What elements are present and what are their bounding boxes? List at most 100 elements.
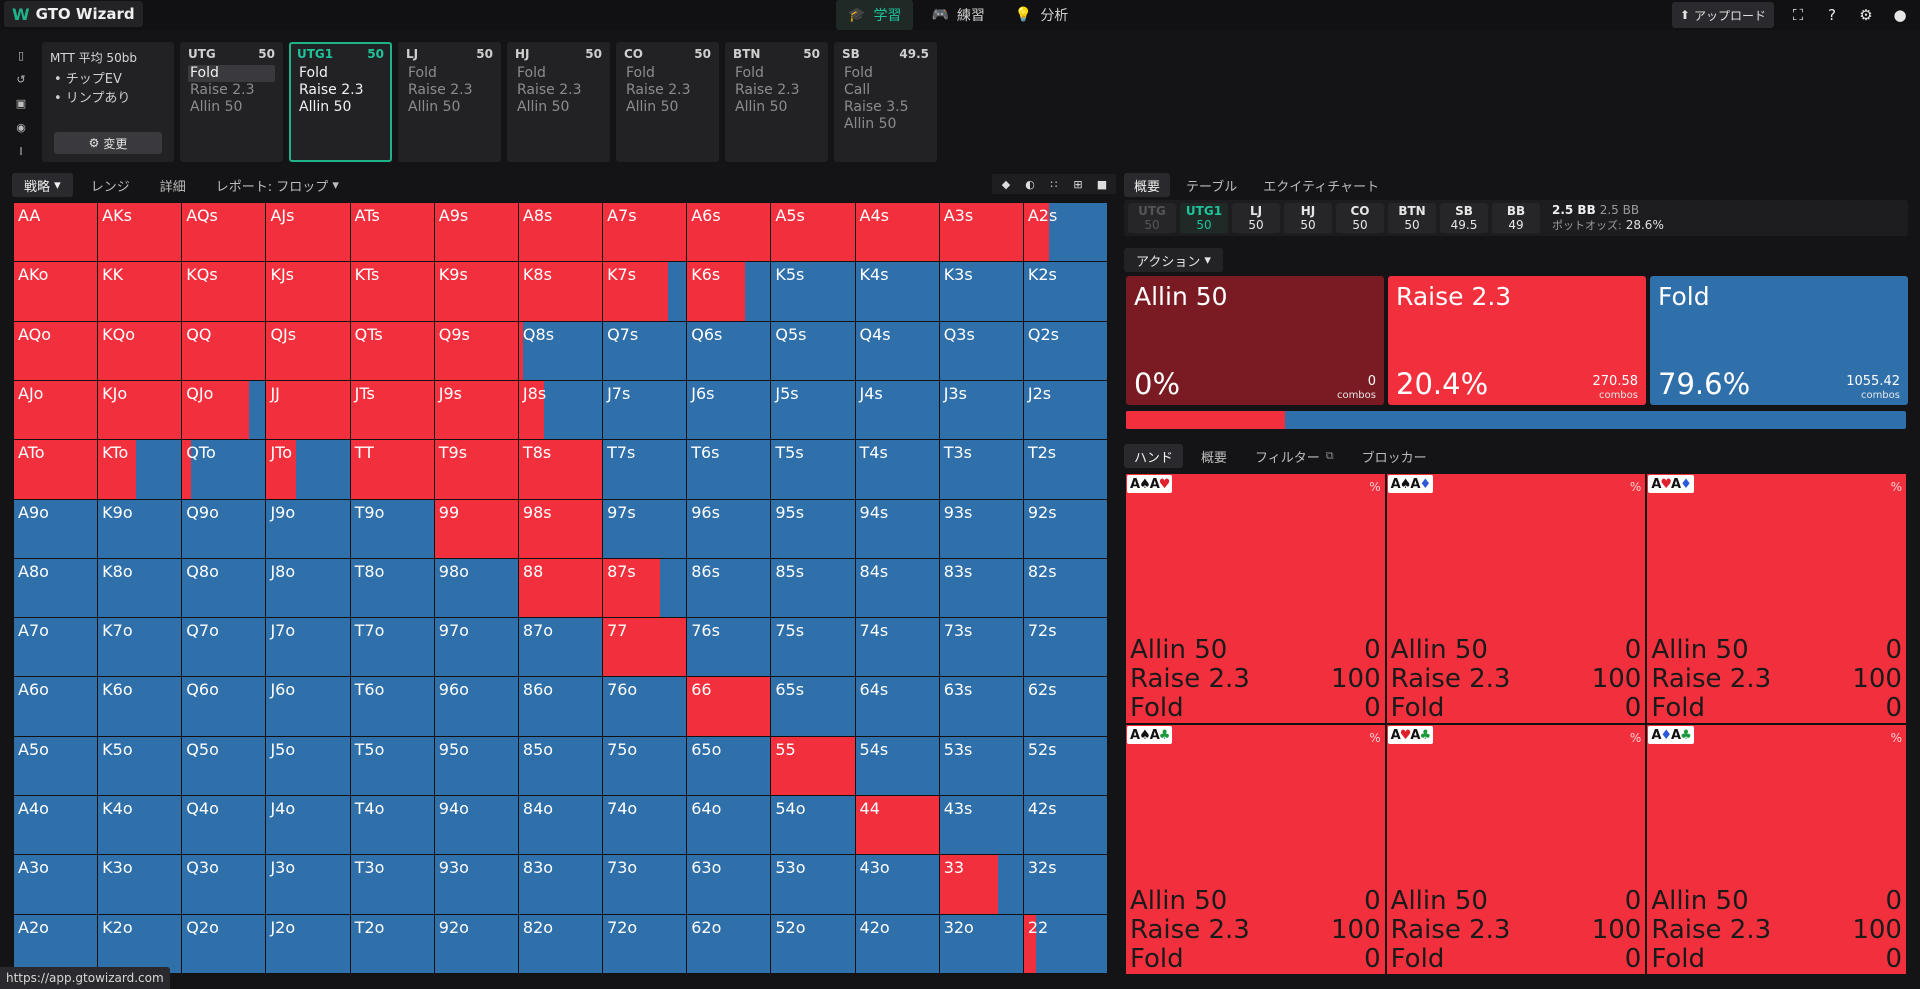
hand-cell-ATo[interactable]: ATo <box>14 440 98 499</box>
upload-button[interactable]: ⬆ アップロード <box>1671 2 1774 28</box>
hand-cell-74s[interactable]: 74s <box>855 618 939 677</box>
hand-cell-86o[interactable]: 86o <box>518 677 603 736</box>
hand-cell-85s[interactable]: 85s <box>771 558 855 618</box>
seat-lj[interactable]: LJ 50 <box>1232 203 1280 233</box>
tab-report[interactable]: レポート: フロップ ▾ <box>204 173 351 197</box>
hand-cell-Q3s[interactable]: Q3s <box>939 321 1023 380</box>
hand-cell-44[interactable]: 44 <box>855 796 939 855</box>
hand-cell-A8s[interactable]: A8s <box>518 203 603 262</box>
hand-cell-98o[interactable]: 98o <box>434 558 518 618</box>
hand-cell-ATs[interactable]: ATs <box>350 203 434 262</box>
position-action[interactable]: Raise 2.3 <box>626 82 691 98</box>
hand-cell-76s[interactable]: 76s <box>687 618 771 677</box>
position-action[interactable]: Fold <box>299 65 328 81</box>
tab-detail[interactable]: 詳細 <box>148 173 198 197</box>
change-button[interactable]: ⚙ 変更 <box>54 132 162 154</box>
hand-cell-99[interactable]: 99 <box>434 499 518 558</box>
hand-cell-Q4o[interactable]: Q4o <box>182 796 266 855</box>
tab-hands[interactable]: ハンド <box>1124 444 1184 468</box>
hand-cell-83s[interactable]: 83s <box>939 558 1023 618</box>
position-action[interactable]: Call <box>844 82 871 98</box>
hand-cell-Q7o[interactable]: Q7o <box>182 618 266 677</box>
hand-cell-K2o[interactable]: K2o <box>98 914 182 973</box>
hand-cell-QTs[interactable]: QTs <box>350 321 434 380</box>
hand-cell-J2s[interactable]: J2s <box>1023 380 1107 440</box>
save-icon[interactable]: ▣ <box>15 96 27 110</box>
hand-cell-53o[interactable]: 53o <box>771 855 855 914</box>
hand-cell-Q8o[interactable]: Q8o <box>182 558 266 618</box>
tab-filter[interactable]: フィルター ⧉ <box>1245 444 1344 468</box>
hand-cell-76o[interactable]: 76o <box>603 677 687 736</box>
seat-sb[interactable]: SB 49.5 <box>1440 203 1488 233</box>
hand-cell-AKs[interactable]: AKs <box>98 203 182 262</box>
hand-cell-54s[interactable]: 54s <box>855 736 939 796</box>
hand-cell-83o[interactable]: 83o <box>518 855 603 914</box>
bookmark-icon[interactable]: ▯ <box>17 48 25 62</box>
reset-icon[interactable]: ↺ <box>16 72 26 86</box>
position-action[interactable]: Fold <box>517 65 546 81</box>
hand-cell-KQo[interactable]: KQo <box>98 321 182 380</box>
hand-cell-J4s[interactable]: J4s <box>855 380 939 440</box>
hand-cell-96s[interactable]: 96s <box>687 499 771 558</box>
position-card-btn[interactable]: BTN 50 Fold Raise 2.3 Allin 50 <box>725 42 828 162</box>
hand-cell-74o[interactable]: 74o <box>603 796 687 855</box>
hand-cell-Q5s[interactable]: Q5s <box>771 321 855 380</box>
seat-btn[interactable]: BTN 50 <box>1388 203 1436 233</box>
hand-cell-KTs[interactable]: KTs <box>350 262 434 321</box>
hand-cell-AQs[interactable]: AQs <box>182 203 266 262</box>
user-icon[interactable]: ● <box>1893 6 1907 24</box>
hand-cell-K5s[interactable]: K5s <box>771 262 855 321</box>
hand-cell-Q4s[interactable]: Q4s <box>855 321 939 380</box>
position-action[interactable]: Fold <box>188 65 275 82</box>
hand-cell-94s[interactable]: 94s <box>855 499 939 558</box>
hand-cell-J4o[interactable]: J4o <box>266 796 350 855</box>
gear-icon[interactable]: ⚙ <box>1859 6 1873 24</box>
position-action[interactable]: Raise 2.3 <box>735 82 800 98</box>
hand-cell-43s[interactable]: 43s <box>939 796 1023 855</box>
hand-cell-AJo[interactable]: AJo <box>14 380 98 440</box>
hand-cell-K5o[interactable]: K5o <box>98 736 182 796</box>
hand-cell-AQo[interactable]: AQo <box>14 321 98 380</box>
hand-cell-AA[interactable]: AA <box>14 203 98 262</box>
nav-analyze[interactable]: 💡 分析 <box>1003 0 1080 30</box>
cube-icon[interactable]: ◆ <box>1001 177 1011 191</box>
hand-cell-96o[interactable]: 96o <box>434 677 518 736</box>
position-action[interactable]: Fold <box>735 65 764 81</box>
hand-cell-J8s[interactable]: J8s <box>518 380 603 440</box>
contrast-icon[interactable]: ◐ <box>1025 177 1035 191</box>
hand-cell-A4s[interactable]: A4s <box>855 203 939 262</box>
hand-cell-K2s[interactable]: K2s <box>1023 262 1107 321</box>
hand-cell-52s[interactable]: 52s <box>1023 736 1107 796</box>
text-cursor-icon[interactable]: Ⅰ <box>19 144 23 158</box>
hand-cell-J7s[interactable]: J7s <box>603 380 687 440</box>
tab-table[interactable]: テーブル <box>1176 173 1247 197</box>
hand-cell-94o[interactable]: 94o <box>434 796 518 855</box>
hand-cell-Q9s[interactable]: Q9s <box>434 321 518 380</box>
hand-cell-66[interactable]: 66 <box>687 677 771 736</box>
hand-cell-K4s[interactable]: K4s <box>855 262 939 321</box>
hand-cell-QTo[interactable]: QTo <box>182 440 266 499</box>
hand-cell-33[interactable]: 33 <box>939 855 1023 914</box>
position-card-utg[interactable]: UTG 50 Fold Raise 2.3 Allin 50 <box>180 42 283 162</box>
hand-cell-J7o[interactable]: J7o <box>266 618 350 677</box>
hand-cell-72o[interactable]: 72o <box>603 914 687 973</box>
position-action[interactable]: Raise 2.3 <box>299 82 364 98</box>
hand-cell-32o[interactable]: 32o <box>939 914 1023 973</box>
hand-cell-T2s[interactable]: T2s <box>1023 440 1107 499</box>
hand-cell-T6s[interactable]: T6s <box>687 440 771 499</box>
hand-cell-32s[interactable]: 32s <box>1023 855 1107 914</box>
hand-cell-92o[interactable]: 92o <box>434 914 518 973</box>
hand-cell-64s[interactable]: 64s <box>855 677 939 736</box>
hand-cell-T3o[interactable]: T3o <box>350 855 434 914</box>
hand-cell-K7s[interactable]: K7s <box>603 262 687 321</box>
action-box-raise[interactable]: Raise 2.3 20.4% 270.58 combos <box>1388 276 1646 405</box>
hand-cell-84s[interactable]: 84s <box>855 558 939 618</box>
hand-cell-KJo[interactable]: KJo <box>98 380 182 440</box>
position-card-hj[interactable]: HJ 50 Fold Raise 2.3 Allin 50 <box>507 42 610 162</box>
hand-cell-J3s[interactable]: J3s <box>939 380 1023 440</box>
hand-cell-T4s[interactable]: T4s <box>855 440 939 499</box>
hand-cell-22[interactable]: 22 <box>1023 914 1107 973</box>
seat-bb[interactable]: BB 49 <box>1492 203 1540 233</box>
hand-cell-KTo[interactable]: KTo <box>98 440 182 499</box>
square-icon[interactable]: ■ <box>1096 177 1108 191</box>
